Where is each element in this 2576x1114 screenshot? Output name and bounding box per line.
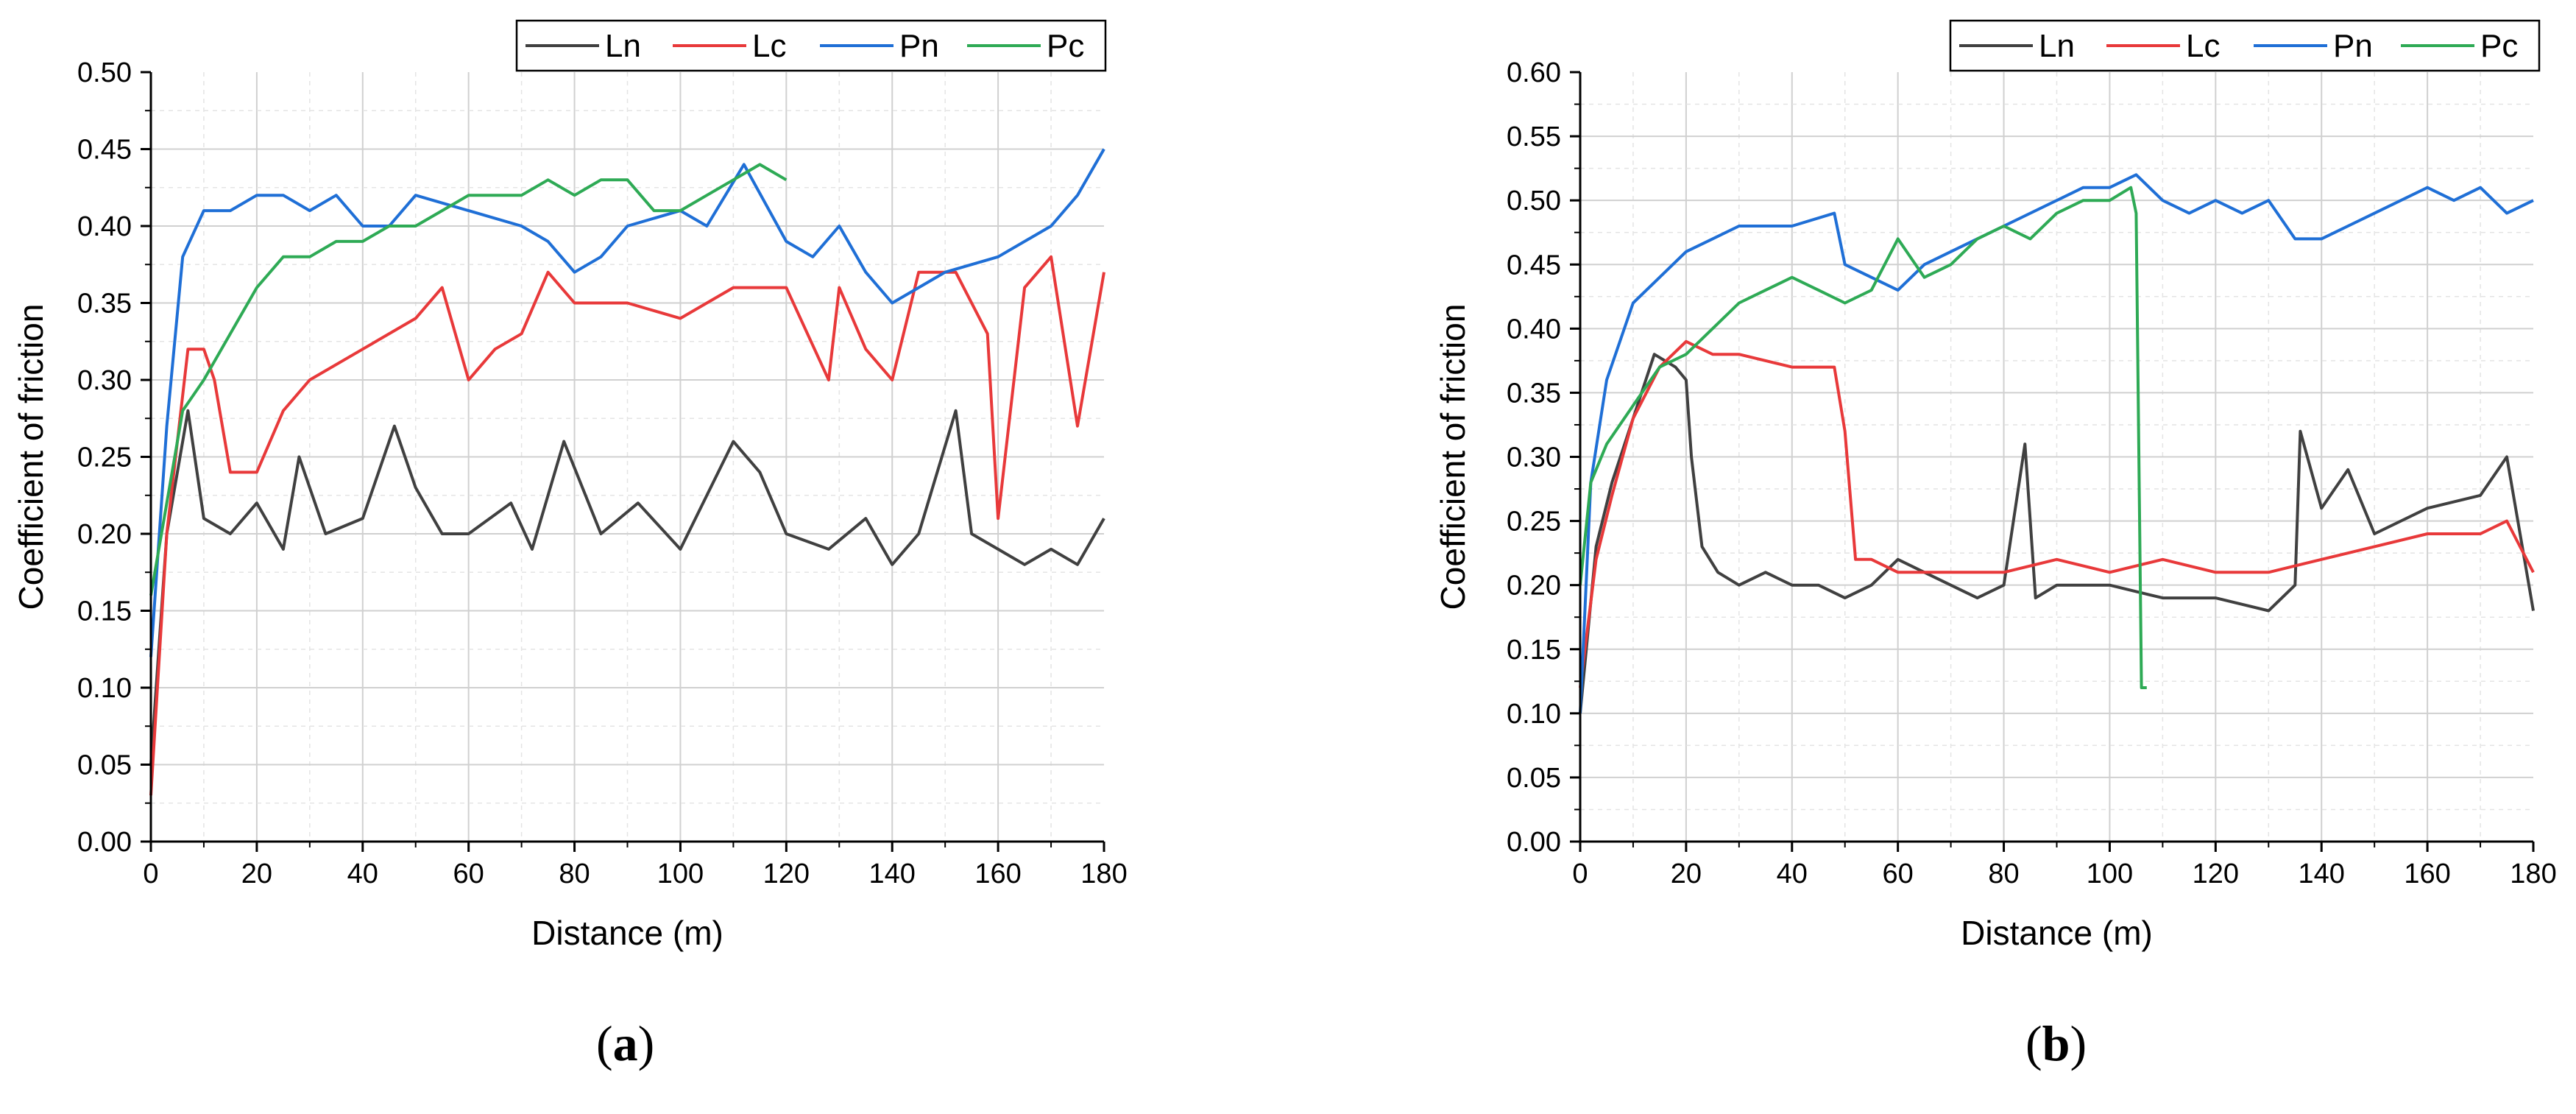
series-line-Pn xyxy=(1579,173,2534,713)
y-tick-label: 0.20 xyxy=(77,519,132,550)
legend: Ln Lc Pn Pc xyxy=(1949,19,2541,72)
legend-label-Lc: Lc xyxy=(2186,28,2220,64)
series-line-Ln xyxy=(1579,353,2535,713)
legend-label-Pn: Pn xyxy=(2333,28,2373,64)
panel-label: (b) xyxy=(2025,1015,2087,1071)
x-tick-label: 120 xyxy=(2193,859,2239,889)
x-tick-label: 60 xyxy=(1883,859,1914,889)
legend: Ln Lc Pn Pc xyxy=(515,19,1107,72)
y-tick-label: 0.35 xyxy=(1507,378,1561,409)
series-line-Ln xyxy=(149,409,1105,765)
x-tick-label: 180 xyxy=(2510,859,2556,889)
y-tick-label: 0.25 xyxy=(1507,507,1561,537)
x-tick-label: 20 xyxy=(1671,859,1702,889)
y-tick-label: 0.10 xyxy=(1507,699,1561,730)
x-tick-label: 100 xyxy=(657,859,704,889)
legend-label-Pn: Pn xyxy=(899,28,939,64)
series-line-Pc xyxy=(149,163,788,596)
y-tick-label: 0.45 xyxy=(1507,250,1561,281)
x-tick-label: 80 xyxy=(559,859,590,889)
series-line-Pc xyxy=(1579,186,2147,689)
y-tick-label: 0.40 xyxy=(1507,314,1561,345)
y-axis-title: Coefficient of friction xyxy=(12,304,50,610)
y-tick-label: 0.10 xyxy=(77,673,132,704)
x-tick-label: 120 xyxy=(763,859,810,889)
x-tick-label: 20 xyxy=(241,859,272,889)
series-line-Lc xyxy=(1579,339,2535,688)
y-tick-label: 0.30 xyxy=(77,365,132,396)
x-tick-label: 0 xyxy=(143,859,158,889)
x-tick-label: 80 xyxy=(1988,859,2019,889)
panel-label: (a) xyxy=(596,1015,654,1071)
x-tick-label: 40 xyxy=(347,859,378,889)
y-tick-label: 0.15 xyxy=(1507,635,1561,666)
y-tick-label: 0.55 xyxy=(1507,121,1561,152)
x-tick-label: 160 xyxy=(2404,859,2450,889)
y-tick-label: 0.45 xyxy=(77,135,132,166)
series-line-Pn xyxy=(149,148,1105,658)
y-tick-label: 0.30 xyxy=(1507,443,1561,473)
y-tick-label: 0.05 xyxy=(1507,763,1561,794)
y-axis-title: Coefficient of friction xyxy=(1434,304,1472,610)
y-tick-label: 0.60 xyxy=(1507,57,1561,88)
x-axis-title: Distance (m) xyxy=(1961,914,2153,952)
legend-label-Ln: Ln xyxy=(605,28,641,64)
y-tick-label: 0.15 xyxy=(77,596,132,627)
legend-label-Ln: Ln xyxy=(2039,28,2075,64)
y-tick-label: 0.50 xyxy=(77,57,132,88)
legend-label-Pc: Pc xyxy=(2480,28,2518,64)
legend-label-Pc: Pc xyxy=(1047,28,1084,64)
x-tick-label: 180 xyxy=(1080,859,1127,889)
x-tick-label: 140 xyxy=(869,859,916,889)
x-tick-label: 0 xyxy=(1572,859,1588,889)
y-tick-label: 0.25 xyxy=(77,443,132,473)
x-tick-label: 40 xyxy=(1777,859,1808,889)
grid xyxy=(1580,72,2533,842)
y-tick-label: 0.00 xyxy=(1507,827,1561,858)
x-tick-label: 60 xyxy=(453,859,484,889)
grid xyxy=(151,72,1104,842)
x-tick-label: 160 xyxy=(974,859,1021,889)
chart-panel-b: 0 20 40 60 80 100 120 140 160 180 0.00 0.05 0.10 0.15… xyxy=(1434,19,2557,1071)
y-tick-label: 0.20 xyxy=(1507,571,1561,602)
x-axis-title: Distance (m) xyxy=(531,914,723,952)
x-tick-label: 140 xyxy=(2299,859,2345,889)
y-tick-label: 0.05 xyxy=(77,750,132,781)
y-tick-label: 0.00 xyxy=(77,827,132,858)
x-tick-label: 100 xyxy=(2087,859,2133,889)
legend-label-Lc: Lc xyxy=(752,28,786,64)
y-tick-label: 0.40 xyxy=(77,211,132,242)
y-tick-label: 0.50 xyxy=(1507,186,1561,216)
y-tick-label: 0.35 xyxy=(77,289,132,320)
chart-panel-a: 0 20 40 60 80 100 120 140 160 180 0.00 0.05 0.10 0.15… xyxy=(12,19,1128,1071)
series-line-Lc xyxy=(149,255,1105,796)
